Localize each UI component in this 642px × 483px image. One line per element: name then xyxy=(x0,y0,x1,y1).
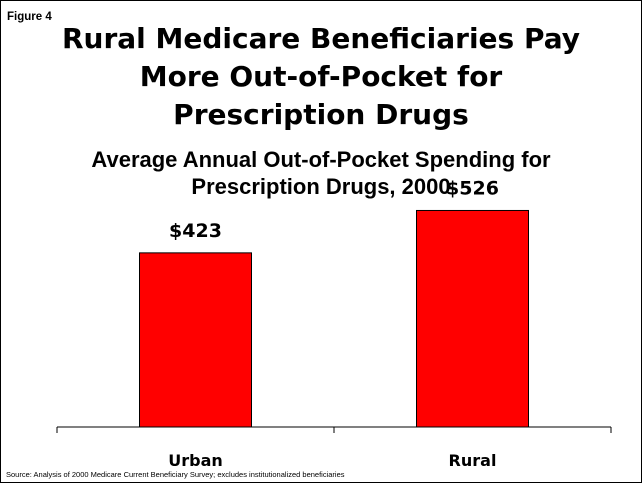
subtitle-line-1: Average Annual Out-of-Pocket Spending fo… xyxy=(91,147,551,172)
bar-urban xyxy=(139,252,252,428)
figure-label: Figure 4 xyxy=(7,11,52,23)
category-label-urban: Urban xyxy=(168,451,223,470)
data-label-rural: $526 xyxy=(446,177,499,199)
title-line-1: Rural Medicare Beneficiaries Pay xyxy=(61,22,581,55)
subtitle-line-2: Prescription Drugs, 2000 xyxy=(191,174,451,199)
source-note: Source: Analysis of 2000 Medicare Curren… xyxy=(6,470,345,479)
title-line-3: Prescription Drugs xyxy=(173,98,469,131)
data-label-urban: $423 xyxy=(169,220,222,242)
slide-title: Rural Medicare Beneficiaries Pay More Ou… xyxy=(0,20,642,134)
category-label-rural: Rural xyxy=(449,451,497,470)
chart-subtitle: Average Annual Out-of-Pocket Spending fo… xyxy=(0,146,642,200)
bar-chart-plot: $423 Urban $526 Rural xyxy=(56,177,612,470)
bar-rural xyxy=(416,209,529,428)
title-line-2: More Out-of-Pocket for xyxy=(139,60,503,93)
